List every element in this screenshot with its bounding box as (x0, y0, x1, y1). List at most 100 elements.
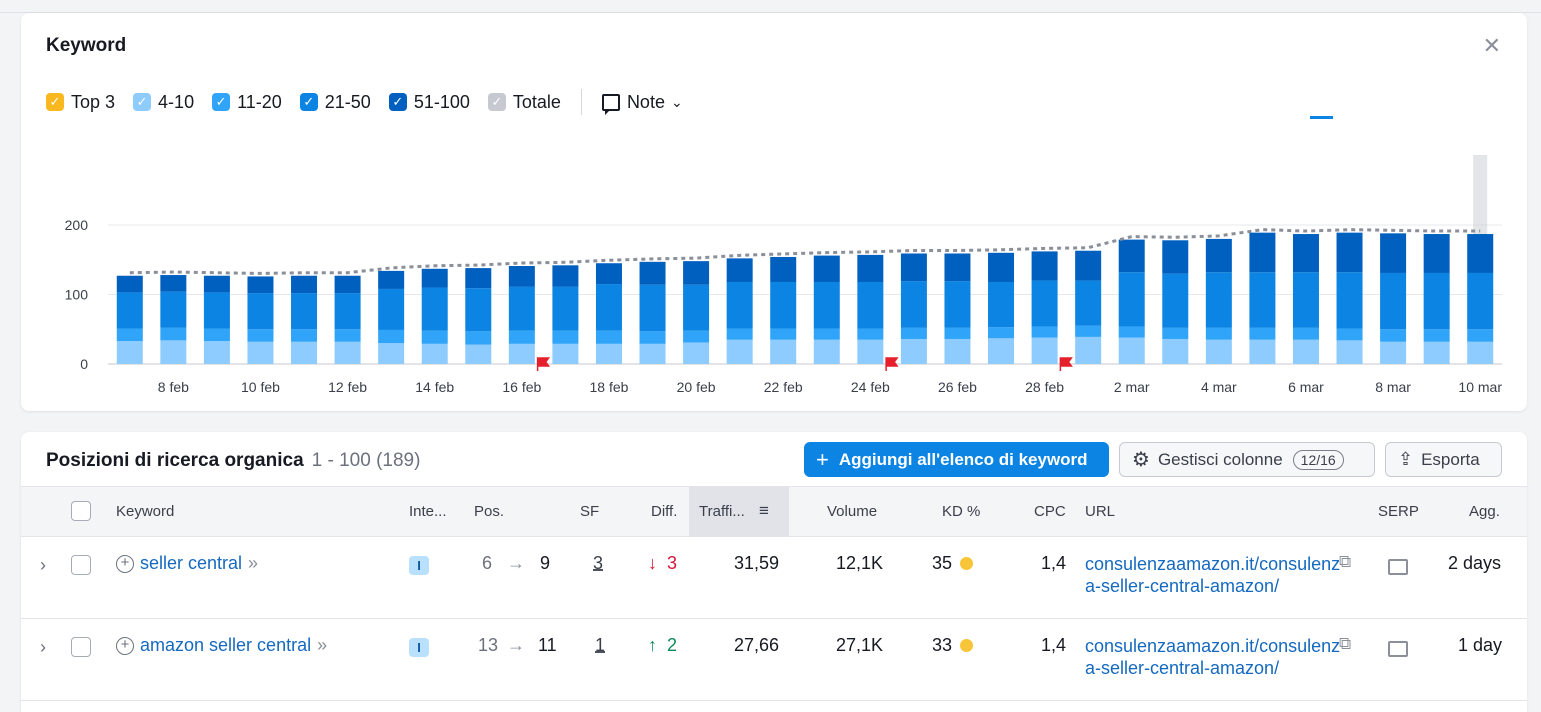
serp-features-count[interactable]: 1 (595, 635, 606, 655)
x-tick-label: 22 feb (764, 379, 803, 395)
header-volume[interactable]: Volume (827, 503, 878, 520)
bar-segment (1380, 341, 1407, 364)
position-from: 13 (478, 635, 499, 655)
bar-segment (421, 330, 448, 344)
header-keyword[interactable]: Keyword (116, 503, 175, 520)
expand-row-chevron-icon[interactable]: › (40, 555, 46, 575)
card-title: Keyword (46, 35, 127, 56)
header-traffic[interactable]: Traffi... (699, 503, 745, 520)
gear-icon: ⚙ (1132, 449, 1150, 471)
legend-11-20[interactable]: ✓ 11-20 (212, 92, 282, 113)
header-sf[interactable]: SF (580, 503, 600, 520)
bar-segment (247, 293, 274, 330)
bar-segment (770, 281, 797, 329)
bar-segment (1292, 339, 1319, 364)
manage-columns-button[interactable]: ⚙ Gestisci colonne 12/16 (1119, 442, 1375, 477)
bar-segment (1118, 272, 1145, 327)
keyword-link[interactable]: + amazon seller central » (116, 635, 327, 656)
double-chevron-right-icon[interactable]: » (248, 553, 259, 573)
bar-segment (944, 253, 971, 282)
bar-segment (116, 328, 143, 342)
select-all-checkbox[interactable] (71, 501, 91, 521)
bar-segment (378, 270, 405, 289)
export-button[interactable]: ⇪ Esporta (1385, 442, 1502, 477)
upload-icon: ⇪ (1398, 449, 1414, 469)
bar-segment (334, 329, 361, 342)
arrow-right-icon: → (507, 635, 525, 655)
row-checkbox[interactable] (71, 555, 91, 575)
header-kd[interactable]: KD % (942, 503, 981, 520)
y-tick-label: 100 (65, 287, 89, 303)
legend-4-10[interactable]: ✓ 4-10 (133, 92, 194, 113)
bar-segment (726, 281, 753, 329)
legend-label: 21-50 (324, 91, 371, 112)
bar-segment (1292, 272, 1319, 328)
bar-segment (900, 281, 927, 328)
bar-segment (1162, 273, 1189, 328)
add-circle-icon[interactable]: + (116, 636, 134, 655)
organic-positions-card: Posizioni di ricerca organica 1 - 100 (18… (21, 432, 1527, 712)
updated-value: 2 days (1448, 553, 1502, 573)
bar-segment (421, 287, 448, 331)
add-circle-icon[interactable]: + (116, 554, 134, 573)
checkbox-checked-icon: ✓ (388, 93, 407, 111)
x-tick-label: 24 feb (851, 379, 890, 395)
position-from: 6 (482, 553, 493, 573)
bar-segment (770, 328, 797, 340)
close-icon[interactable]: ✕ (1482, 33, 1501, 58)
serp-preview-icon[interactable] (1388, 641, 1408, 657)
expand-row-chevron-icon[interactable]: › (40, 637, 46, 657)
url-link[interactable]: consulenzaamazon.it/consulenza-seller-ce… (1085, 636, 1341, 678)
bar-segment (291, 341, 318, 364)
bar-segment (1205, 238, 1232, 273)
bar-segment (639, 261, 666, 285)
row-checkbox[interactable] (71, 637, 91, 657)
external-link-icon[interactable]: ⧉ (1339, 552, 1352, 571)
bar-segment (1205, 327, 1232, 340)
bar-segment (1467, 272, 1494, 330)
serp-preview-icon[interactable] (1388, 559, 1408, 575)
bar-segment (160, 340, 187, 364)
bar-segment (813, 281, 840, 329)
header-diff[interactable]: Diff. (651, 503, 678, 520)
legend-label: 4-10 (158, 91, 195, 112)
bar-segment (1118, 326, 1145, 338)
serp-features-count[interactable]: 3 (593, 553, 604, 573)
legend-top3[interactable]: ✓ Top 3 (46, 92, 115, 113)
header-intent[interactable]: Inte... (409, 503, 447, 520)
bar-segment (465, 268, 492, 289)
bar-segment (944, 281, 971, 328)
keyword-link[interactable]: + seller central » (116, 553, 258, 574)
header-url[interactable]: URL (1085, 503, 1116, 520)
x-tick-label: 26 feb (938, 379, 977, 395)
bar-segment (508, 286, 535, 331)
sort-icon[interactable]: ≡ (759, 501, 769, 520)
bar-segment (1162, 338, 1189, 364)
bar-segment (1336, 328, 1363, 341)
bar-segment (988, 338, 1015, 364)
checkbox-checked-icon: ✓ (299, 93, 318, 111)
bar-segment (160, 275, 187, 292)
header-position[interactable]: Pos. (474, 503, 505, 520)
add-to-keyword-list-button[interactable]: + Aggiungi all'elenco di keyword (804, 442, 1109, 477)
legend-51-100[interactable]: ✓ 51-100 (388, 92, 470, 113)
url-link[interactable]: consulenzaamazon.it/consulenza-seller-ce… (1085, 554, 1341, 596)
position-to: 9 (540, 553, 551, 573)
legend-21-50[interactable]: ✓ 21-50 (299, 91, 371, 113)
header-cpc[interactable]: CPC (1034, 503, 1066, 520)
bar-segment (813, 328, 840, 340)
bar-segment (203, 292, 230, 329)
bar-segment (1075, 325, 1102, 337)
external-link-icon[interactable]: ⧉ (1339, 634, 1352, 653)
double-chevron-right-icon[interactable]: » (317, 635, 328, 655)
legend-totale[interactable]: ✓ Totale (487, 92, 561, 113)
header-updated[interactable]: Agg. (1469, 503, 1500, 520)
bar-segment (639, 331, 666, 344)
bar-segment (203, 275, 230, 293)
cpc-value: 1,4 (1041, 635, 1067, 655)
table-header: Keyword Inte... Pos. SF Diff. Traffi... … (21, 486, 1527, 537)
note-dropdown[interactable]: Note ⌄ (601, 92, 683, 115)
bar-segment (857, 328, 884, 340)
bar-segment (291, 275, 318, 294)
header-serp[interactable]: SERP (1378, 503, 1419, 520)
